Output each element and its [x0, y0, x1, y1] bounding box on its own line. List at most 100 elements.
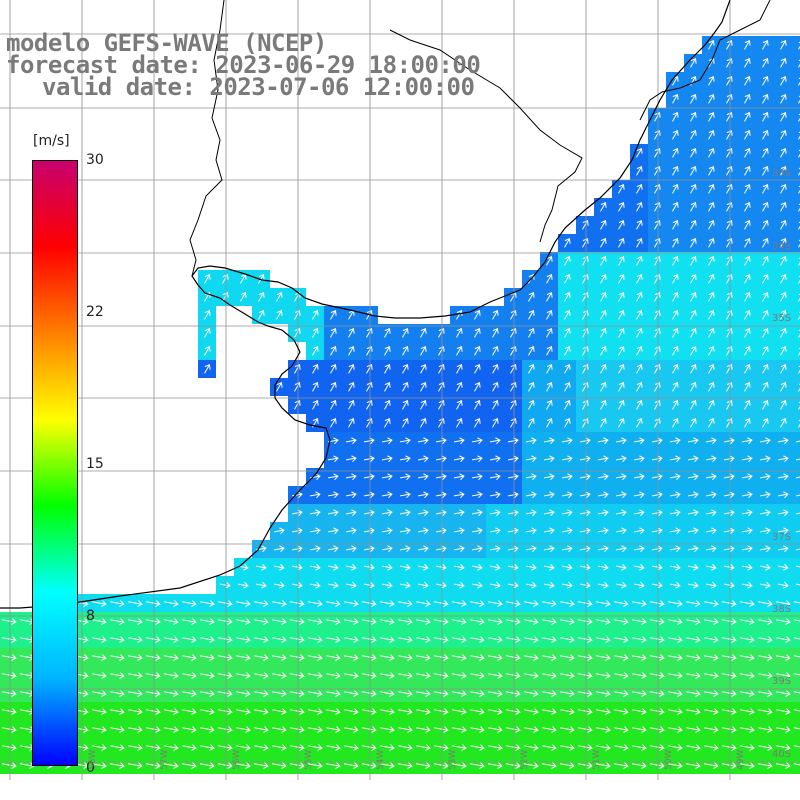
wind-arrow	[726, 111, 733, 122]
lon-label-50w: 50W	[664, 749, 674, 770]
wind-arrow	[579, 509, 591, 517]
wind-arrow	[290, 726, 305, 733]
wind-arrow	[417, 527, 429, 535]
wind-arrow	[582, 219, 589, 230]
wind-arrow	[218, 744, 233, 751]
wind-arrow	[507, 527, 519, 535]
wind-arrow	[636, 381, 643, 392]
wind-cell	[792, 342, 800, 360]
wind-arrow	[452, 600, 467, 607]
wind-arrow	[762, 309, 769, 320]
wind-arrow	[654, 255, 661, 266]
wind-arrow	[686, 654, 701, 661]
wind-arrow	[726, 255, 733, 266]
wind-arrow	[362, 744, 377, 751]
wind-arrow	[564, 309, 571, 320]
wind-arrow	[741, 527, 753, 535]
border-line	[189, 0, 225, 277]
wind-arrow	[600, 327, 607, 338]
wind-arrow	[543, 527, 555, 535]
wind-arrow	[204, 345, 211, 356]
wind-arrow	[744, 381, 751, 392]
wind-cell	[792, 36, 800, 54]
wind-arrow	[726, 75, 733, 86]
wind-arrow	[380, 744, 395, 751]
wind-arrow	[254, 672, 269, 679]
wind-arrow	[723, 527, 735, 535]
wind-arrow	[470, 636, 485, 643]
wind-arrow	[564, 255, 571, 266]
wind-arrow	[726, 399, 733, 410]
wind-arrow	[344, 672, 359, 679]
wind-cell	[792, 378, 800, 396]
wind-arrow	[453, 455, 465, 463]
wind-arrow	[578, 672, 593, 679]
wind-arrow	[762, 399, 769, 410]
lat-label-39s: 39S	[772, 676, 792, 687]
wind-arrow	[2, 654, 17, 661]
lon-label-54w: 54W	[376, 749, 386, 770]
wind-arrow	[272, 654, 287, 661]
wind-arrow	[345, 437, 357, 445]
wind-arrow	[272, 636, 287, 643]
lon-label-55w: 55W	[304, 749, 314, 770]
wind-cell	[792, 504, 800, 522]
wind-arrow	[690, 201, 697, 212]
wind-arrow	[398, 636, 413, 643]
wind-arrow	[345, 509, 357, 517]
wind-arrow	[690, 57, 697, 68]
wind-arrow	[618, 381, 625, 392]
wind-arrow	[686, 726, 701, 733]
wind-arrow	[780, 399, 787, 410]
wind-arrow	[600, 363, 607, 374]
wind-arrow	[690, 111, 697, 122]
wind-arrow	[564, 363, 571, 374]
wind-arrow	[618, 363, 625, 374]
wind-arrow	[344, 654, 359, 661]
wind-arrow	[146, 636, 161, 643]
wind-arrow	[417, 473, 429, 481]
wind-arrow	[470, 654, 485, 661]
wind-arrow	[380, 600, 395, 607]
wind-arrow	[510, 309, 517, 320]
wind-arrow	[362, 618, 377, 625]
wind-arrow	[650, 636, 665, 643]
wind-arrow	[546, 381, 553, 392]
wind-arrow	[582, 381, 589, 392]
wind-arrow	[794, 708, 800, 715]
wind-arrow	[723, 509, 735, 517]
wind-arrow	[330, 363, 337, 374]
wind-arrow	[543, 437, 555, 445]
wind-arrow	[2, 744, 17, 751]
wind-arrow	[726, 93, 733, 104]
wind-arrow	[2, 726, 17, 733]
wind-arrow	[384, 345, 391, 356]
wind-arrow	[525, 473, 537, 481]
wind-arrow	[110, 654, 125, 661]
wind-arrow	[600, 219, 607, 230]
wind-arrow	[164, 690, 179, 697]
wind-arrow	[705, 473, 717, 481]
wind-cell	[792, 648, 800, 666]
wind-arrow	[542, 636, 557, 643]
lon-label-53w: 53W	[448, 749, 458, 770]
wind-arrow	[741, 491, 753, 499]
wind-arrow	[218, 672, 233, 679]
wind-arrow	[668, 600, 683, 607]
wind-arrow	[777, 491, 789, 499]
wind-arrow	[276, 291, 283, 302]
wind-arrow	[686, 744, 701, 751]
wind-arrow	[596, 600, 611, 607]
wind-arrow	[600, 399, 607, 410]
wind-arrow	[489, 563, 501, 571]
wind-arrow	[561, 491, 573, 499]
wind-arrow	[794, 636, 800, 643]
wind-arrow	[471, 563, 483, 571]
wind-arrow	[633, 491, 645, 499]
wind-arrow	[182, 618, 197, 625]
wind-arrow	[381, 509, 393, 517]
wind-arrow	[687, 509, 699, 517]
wind-arrow	[798, 93, 800, 104]
wind-arrow	[744, 129, 751, 140]
wind-arrow	[236, 672, 251, 679]
